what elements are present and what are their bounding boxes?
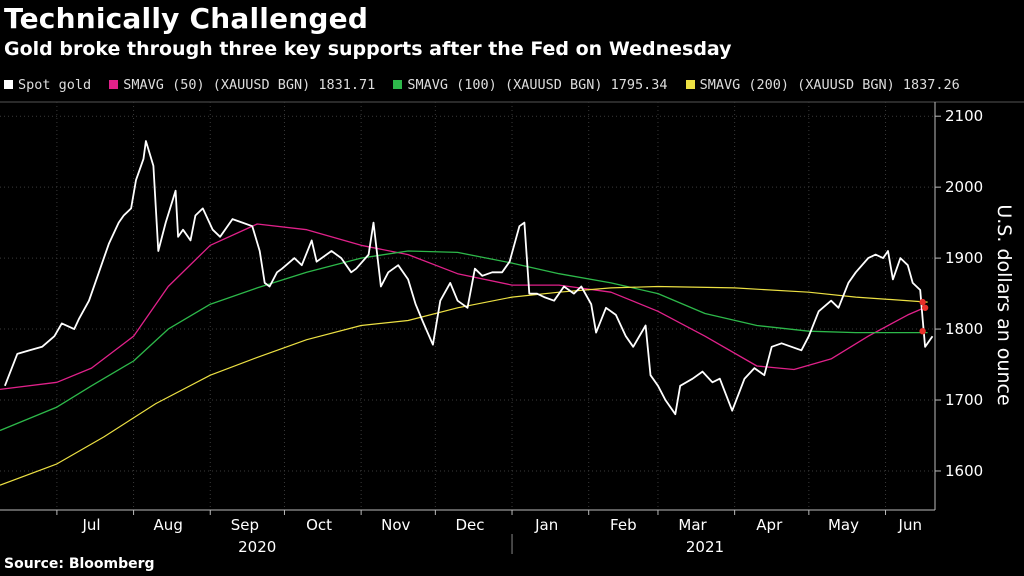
y-tick-label-2100: 2100	[945, 107, 983, 125]
x-tick-label-feb: Feb	[610, 516, 637, 534]
series-line-spot-gold	[4, 140, 934, 416]
x-tick-label-mar: Mar	[678, 516, 707, 534]
series-line-smavg-50	[0, 223, 928, 391]
y-tick-label-1800: 1800	[945, 320, 983, 338]
x-axis: Jul Aug Sep Oct Nov Dec Jan Feb Mar Apr May Jun 2020…	[0, 509, 935, 556]
x-tick-label-nov: Nov	[381, 516, 410, 534]
cross-marker-0	[919, 298, 926, 306]
x-tick-label-oct: Oct	[306, 516, 332, 534]
legend-item-smavg-100: SMAVG (100) (XAUUSD BGN) 1795.34	[393, 77, 668, 93]
legend-item-smavg-200: SMAVG (200) (XAUUSD BGN) 1837.26	[685, 77, 960, 93]
legend-swatch-smavg-200	[685, 80, 695, 89]
x-tick-label-dec: Dec	[455, 516, 484, 534]
gridlines	[0, 102, 935, 510]
x-tick-label-aug: Aug	[154, 516, 183, 534]
marker-layer	[919, 298, 929, 335]
legend-label-smavg-200: SMAVG (200) (XAUUSD BGN) 1837.26	[699, 77, 960, 93]
y-axis: 1600 1700 1800 1900 2000 2100	[934, 102, 983, 510]
cross-marker-1	[921, 304, 929, 311]
legend-label-smavg-100: SMAVG (100) (XAUUSD BGN) 1795.34	[407, 77, 668, 93]
year-label-2021: 2021	[686, 538, 724, 556]
x-tick-label-jul: Jul	[81, 516, 100, 534]
legend-label-spot-gold: Spot gold	[18, 77, 92, 93]
legend-swatch-smavg-100	[393, 80, 403, 89]
series-line-smavg-200	[0, 285, 928, 486]
y-tick-label-2000: 2000	[945, 178, 983, 196]
source-note: Source: Bloomberg	[4, 556, 155, 572]
chart-subtitle: Gold broke through three key supports af…	[4, 38, 732, 60]
chart-title: Technically Challenged	[4, 2, 369, 35]
legend-swatch-spot-gold	[4, 80, 13, 89]
x-tick-label-jan: Jan	[534, 516, 558, 534]
legend-label-smavg-50: SMAVG (50) (XAUUSD BGN) 1831.71	[123, 77, 376, 93]
y-tick-label-1600: 1600	[945, 462, 983, 480]
x-tick-label-jun: Jun	[898, 516, 922, 534]
y-tick-label-1900: 1900	[945, 249, 983, 267]
x-tick-label-may: May	[828, 516, 859, 534]
x-tick-label-apr: Apr	[756, 516, 783, 534]
series-layer	[0, 140, 934, 486]
legend: Spot gold SMAVG (50) (XAUUSD BGN) 1831.7…	[4, 77, 970, 93]
y-axis-label: U.S. dollars an ounce	[993, 204, 1015, 405]
legend-swatch-smavg-50	[109, 80, 119, 89]
legend-item-spot-gold: Spot gold	[4, 77, 91, 93]
legend-item-smavg-50: SMAVG (50) (XAUUSD BGN) 1831.71	[109, 77, 375, 93]
y-tick-label-1700: 1700	[945, 391, 983, 409]
series-line-smavg-100	[0, 250, 928, 432]
year-label-2020: 2020	[238, 538, 276, 556]
x-tick-label-sep: Sep	[231, 516, 259, 534]
cross-marker-2	[919, 327, 926, 335]
